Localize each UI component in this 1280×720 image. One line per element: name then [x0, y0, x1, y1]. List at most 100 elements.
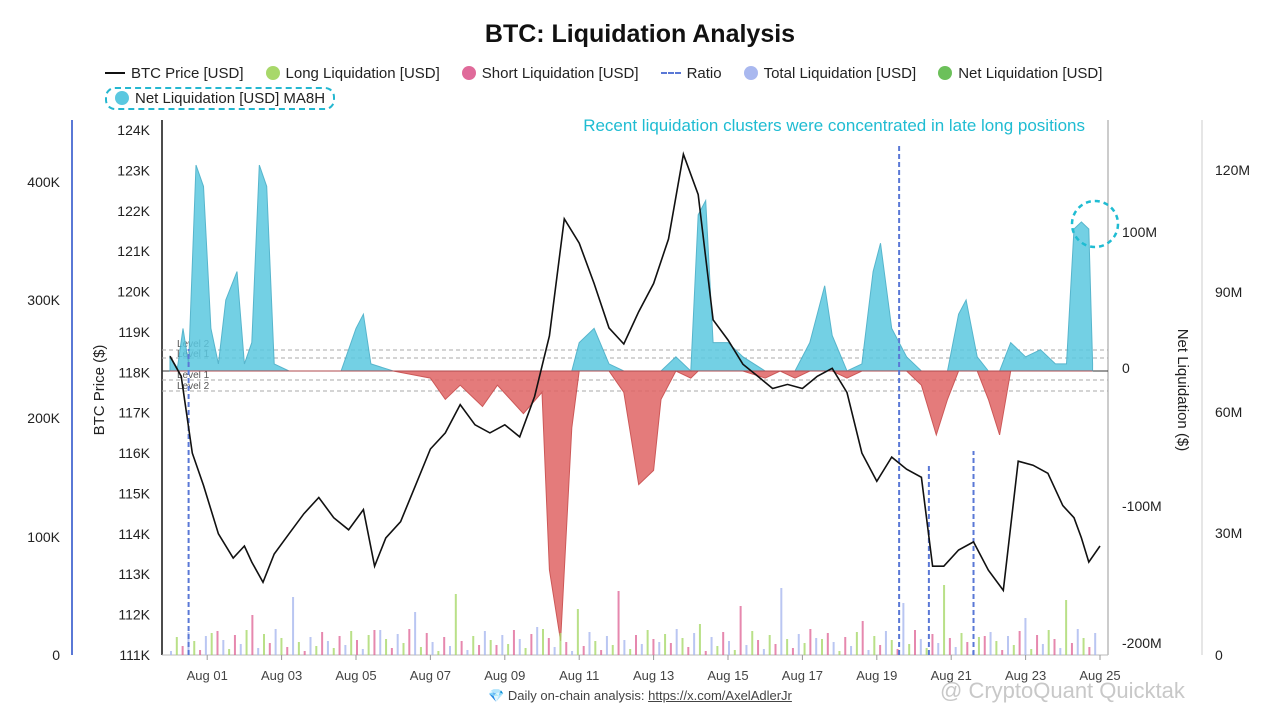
liquidation-bar	[181, 646, 184, 655]
liquidation-bar	[815, 638, 818, 655]
dot-icon	[938, 66, 953, 80]
liquidation-bar	[402, 643, 405, 655]
y-tick-label: 119K	[118, 324, 150, 340]
legend-short-liquidation[interactable]: Short Liquidation [USD]	[461, 65, 639, 82]
liquidation-bar	[175, 637, 178, 655]
liquidation-bar	[396, 634, 399, 655]
far-right-tick-label: 0	[1215, 647, 1223, 663]
x-tick-label: Aug 15	[707, 668, 748, 683]
liquidation-bar	[315, 646, 318, 655]
footer-link[interactable]: https://x.com/AxelAdlerJr	[648, 688, 792, 703]
liquidation-bar	[286, 647, 289, 655]
liquidation-bar	[268, 643, 271, 655]
liquidation-bar	[431, 642, 434, 655]
x-tick-label: Aug 01	[187, 668, 228, 683]
x-tick-label: Aug 13	[633, 668, 674, 683]
dot-icon	[265, 66, 280, 80]
y-tick-label: 114K	[118, 526, 150, 542]
level-label: Level 1	[177, 370, 210, 381]
liquidation-bar	[751, 631, 754, 655]
right-tick-label: -200M	[1122, 635, 1162, 651]
liquidation-bar	[611, 645, 614, 655]
liquidation-bar	[274, 629, 277, 655]
liquidation-bar	[757, 640, 760, 655]
dot-icon	[461, 66, 476, 80]
liquidation-bar	[948, 638, 951, 655]
liquidation-bar	[460, 641, 463, 655]
liquidation-bar	[838, 651, 841, 655]
far-left-tick-label: 100K	[27, 529, 60, 545]
liquidation-bar	[356, 640, 358, 655]
far-left-tick-label: 0	[52, 647, 60, 663]
liquidation-bar	[629, 649, 632, 655]
liquidation-bar	[489, 640, 492, 655]
x-tick-label: Aug 09	[484, 668, 525, 683]
legend-net-liquidation-ma8h[interactable]: Net Liquidation [USD] MA8H	[105, 86, 336, 110]
chart-title: BTC: Liquidation Analysis	[484, 20, 796, 48]
legend-total-liquidation[interactable]: Total Liquidation [USD]	[743, 65, 916, 82]
liquidation-bar	[635, 635, 637, 655]
liquidation-bar	[414, 612, 417, 655]
liquidation-bar	[797, 634, 800, 655]
liquidation-bar	[664, 634, 667, 655]
liquidation-bar	[553, 647, 556, 655]
liquidation-bar	[449, 646, 451, 655]
annotation-text: Recent liquidation clusters were concent…	[583, 116, 1085, 135]
legend-ratio[interactable]: Ratio	[660, 65, 722, 82]
liquidation-bar	[501, 635, 504, 655]
liquidation-bar	[931, 634, 934, 655]
liquidation-bar	[780, 588, 783, 655]
liquidation-bar	[454, 594, 457, 655]
liquidation-bar	[786, 639, 789, 655]
liquidation-bar	[210, 633, 213, 655]
liquidation-bar	[507, 644, 510, 655]
x-tick-label: Aug 07	[410, 668, 451, 683]
liquidation-bar	[1070, 643, 1073, 655]
y-tick-label: 122K	[117, 203, 150, 219]
x-tick-label: Aug 21	[931, 668, 972, 683]
liquidation-bar	[896, 649, 899, 655]
liquidation-bar	[361, 649, 364, 655]
liquidation-bar	[658, 642, 661, 655]
liquidation-bar	[791, 648, 794, 655]
liquidation-bar	[193, 641, 196, 655]
liquidation-bar	[559, 633, 562, 655]
liquidation-bar	[326, 641, 329, 655]
liquidation-bar	[890, 640, 893, 655]
liquidation-bar	[960, 633, 963, 655]
liquidation-bar	[170, 651, 172, 655]
liquidation-bar	[710, 637, 713, 655]
liquidation-bar	[1024, 618, 1027, 655]
highlight-circle	[1070, 199, 1120, 249]
liquidation-bar	[216, 631, 219, 655]
liquidation-bar	[297, 642, 300, 655]
liquidation-bar	[646, 630, 649, 655]
liquidation-bar	[693, 633, 696, 655]
far-right-tick-label: 90M	[1215, 284, 1242, 300]
liquidation-bar	[966, 642, 969, 655]
liquidation-bar	[542, 629, 544, 655]
legend-btc-price[interactable]: BTC Price [USD]	[105, 65, 244, 82]
liquidation-bar	[728, 641, 730, 655]
liquidation-bar	[698, 624, 701, 655]
liquidation-bar	[536, 627, 539, 655]
liquidation-bar	[937, 643, 940, 655]
liquidation-bar	[669, 643, 672, 655]
liquidation-bar	[733, 650, 736, 655]
legend-long-liquidation[interactable]: Long Liquidation [USD]	[265, 65, 440, 82]
x-tick-label: Aug 19	[856, 668, 897, 683]
liquidation-bar	[1059, 648, 1062, 655]
liquidation-bar	[983, 636, 986, 655]
liquidation-bar	[687, 647, 690, 655]
liquidation-bar	[600, 650, 603, 655]
legend-net-liquidation[interactable]: Net Liquidation [USD]	[938, 65, 1102, 82]
btc-price-line	[169, 151, 1101, 593]
liquidation-bar	[850, 646, 853, 655]
far-right-tick-label: 120M	[1215, 162, 1250, 178]
liquidation-bar	[1036, 635, 1039, 655]
liquidation-bar	[547, 638, 550, 655]
y2-axis-title: Net Liquidation ($)	[1174, 329, 1191, 452]
liquidation-bar	[803, 643, 806, 655]
net-liq-positive-area	[169, 164, 1094, 373]
